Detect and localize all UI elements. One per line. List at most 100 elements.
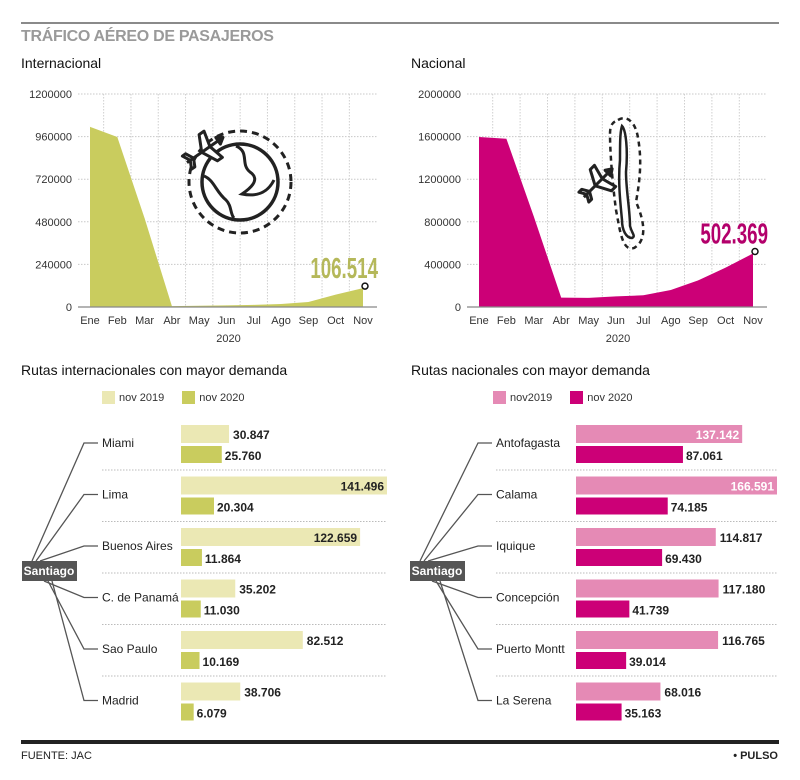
bar-label-2019: 166.591 [731,480,775,494]
x-tick-label: May [189,315,210,327]
bar-2020 [181,497,214,515]
legend-item-2019: nov 2019 [102,391,164,404]
bar-label-2020: 69.430 [665,552,702,566]
route-label: Iquique [496,539,536,553]
bar-label-2020: 11.864 [205,552,241,566]
legend-swatch-2019 [102,391,115,404]
bar-2019 [576,579,719,598]
bar-2020 [576,600,630,618]
bar-label-2020: 20.304 [217,501,254,515]
plane-around-globe-icon [180,129,293,235]
x-tick-label: Abr [163,315,180,327]
bar-label-2019: 114.817 [720,531,763,545]
route-label: Sao Paulo [102,642,158,656]
bar-label-2019: 35.202 [239,583,276,597]
plane-shape [577,163,618,204]
legend-item-2020: nov 2020 [182,391,245,404]
source-note: FUENTE: JAC [21,750,92,762]
bar-2019 [181,476,387,495]
route-label: Calama [496,488,538,502]
annotation-marker [361,282,369,290]
route-label: Lima [102,488,128,502]
legend-item-2019: nov2019 [493,391,552,404]
bar-label-2019: 38.706 [244,686,281,700]
legend-swatch-2019 [493,391,506,404]
x-tick-label: Mar [524,315,543,327]
bar-2020 [181,549,202,566]
brand-logo: • PULSO [733,750,778,762]
x-tick-label: Ago [271,315,291,327]
area-series [90,126,363,308]
bar-2020 [181,446,222,463]
bar-label-2019: 141.496 [341,480,385,494]
route-label: Antofagasta [496,436,560,450]
bar-label-2020: 74.185 [671,501,708,515]
page-title: TRÁFICO AÉREO DE PASAJEROS [21,28,274,45]
bar-2020 [181,600,201,618]
x-tick-label: Jun [607,315,625,327]
globe-continent [235,144,276,197]
route-label: Madrid [102,694,139,708]
route-connector [431,580,492,599]
bar-2020 [576,652,627,669]
route-label: La Serena [496,694,552,708]
y-tick-label: 0 [455,302,461,314]
intl-routes-chart: Santiago Miami 30.847 25.760 Lima 141.496 20.3… [22,425,387,721]
route-connector [419,442,492,562]
route-connector [439,580,492,702]
legend-swatch-2020 [570,391,584,404]
plane-chile-map-icon [577,117,645,250]
x-tick-label: Jul [636,315,650,327]
y-tick-label: 240000 [35,259,72,271]
area-series [479,137,753,307]
top-rule [21,22,779,24]
y-tick-label: 1200000 [418,174,461,186]
bar-2020 [181,703,194,721]
intl-routes-title: Rutas internacionales con mayor demanda [21,362,288,378]
route-connector [427,545,492,562]
route-connector [43,580,98,599]
legend-label-2019: nov 2019 [119,391,165,404]
chile-map [617,123,635,240]
nac-routes-chart: Santiago Antofagasta 137.142 87.061 Calama 16… [410,425,777,721]
y-tick-label: 2000000 [418,89,461,101]
plane-icon [180,129,225,171]
route-label: C. de Panamá [102,591,179,605]
globe-continent [203,174,236,220]
route-connector [51,580,98,702]
bar-label-2020: 10.169 [203,655,240,669]
nac-chart-title: Nacional [411,55,466,71]
bar-2020 [576,549,663,566]
nac-legend: nov2019 nov 2020 [493,391,644,404]
globe-outline [200,142,280,222]
x-tick-label: Ago [661,315,681,327]
bottom-rule [21,740,779,744]
bar-label-2020: 25.760 [225,449,262,463]
y-tick-label: 1600000 [418,132,461,144]
x-tick-label: Nov [353,315,373,327]
route-label: Miami [102,436,134,450]
annotation-label: 502.369 [700,219,768,251]
legend-swatch-2020 [182,391,196,404]
legend-item-2020: nov 2020 [570,391,632,404]
bar-label-2020: 35.163 [625,707,662,721]
route-connector [423,493,492,562]
bar-label-2019: 68.016 [664,686,701,700]
route-connector [39,545,98,562]
x-tick-label: Jul [247,315,261,327]
bar-label-2020: 87.061 [686,449,723,463]
y-tick-label: 0 [66,302,72,314]
x-tick-label: Feb [497,315,516,327]
x-tick-label: Oct [327,315,344,327]
bar-label-2019: 117.180 [723,583,766,597]
origin-box [22,561,77,581]
annotation-label: 106.514 [310,253,378,285]
legend-label-2020: nov 2020 [587,391,633,404]
y-tick-label: 720000 [35,174,72,186]
x-tick-label: Oct [717,315,734,327]
bar-2019 [181,682,241,701]
x-axis-label: 2020 [216,333,240,345]
x-tick-label: Sep [688,315,708,327]
origin-box [410,561,465,581]
bar-2019 [181,528,361,546]
